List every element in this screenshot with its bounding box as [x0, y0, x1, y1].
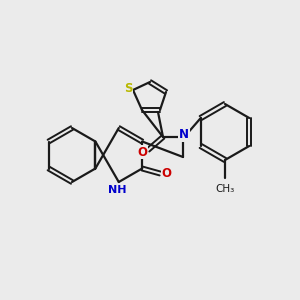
Text: CH₃: CH₃ — [215, 184, 235, 194]
Text: O: O — [137, 146, 147, 158]
Text: N: N — [179, 128, 189, 142]
Text: NH: NH — [107, 185, 126, 195]
Text: O: O — [161, 167, 171, 180]
Text: S: S — [124, 82, 132, 94]
